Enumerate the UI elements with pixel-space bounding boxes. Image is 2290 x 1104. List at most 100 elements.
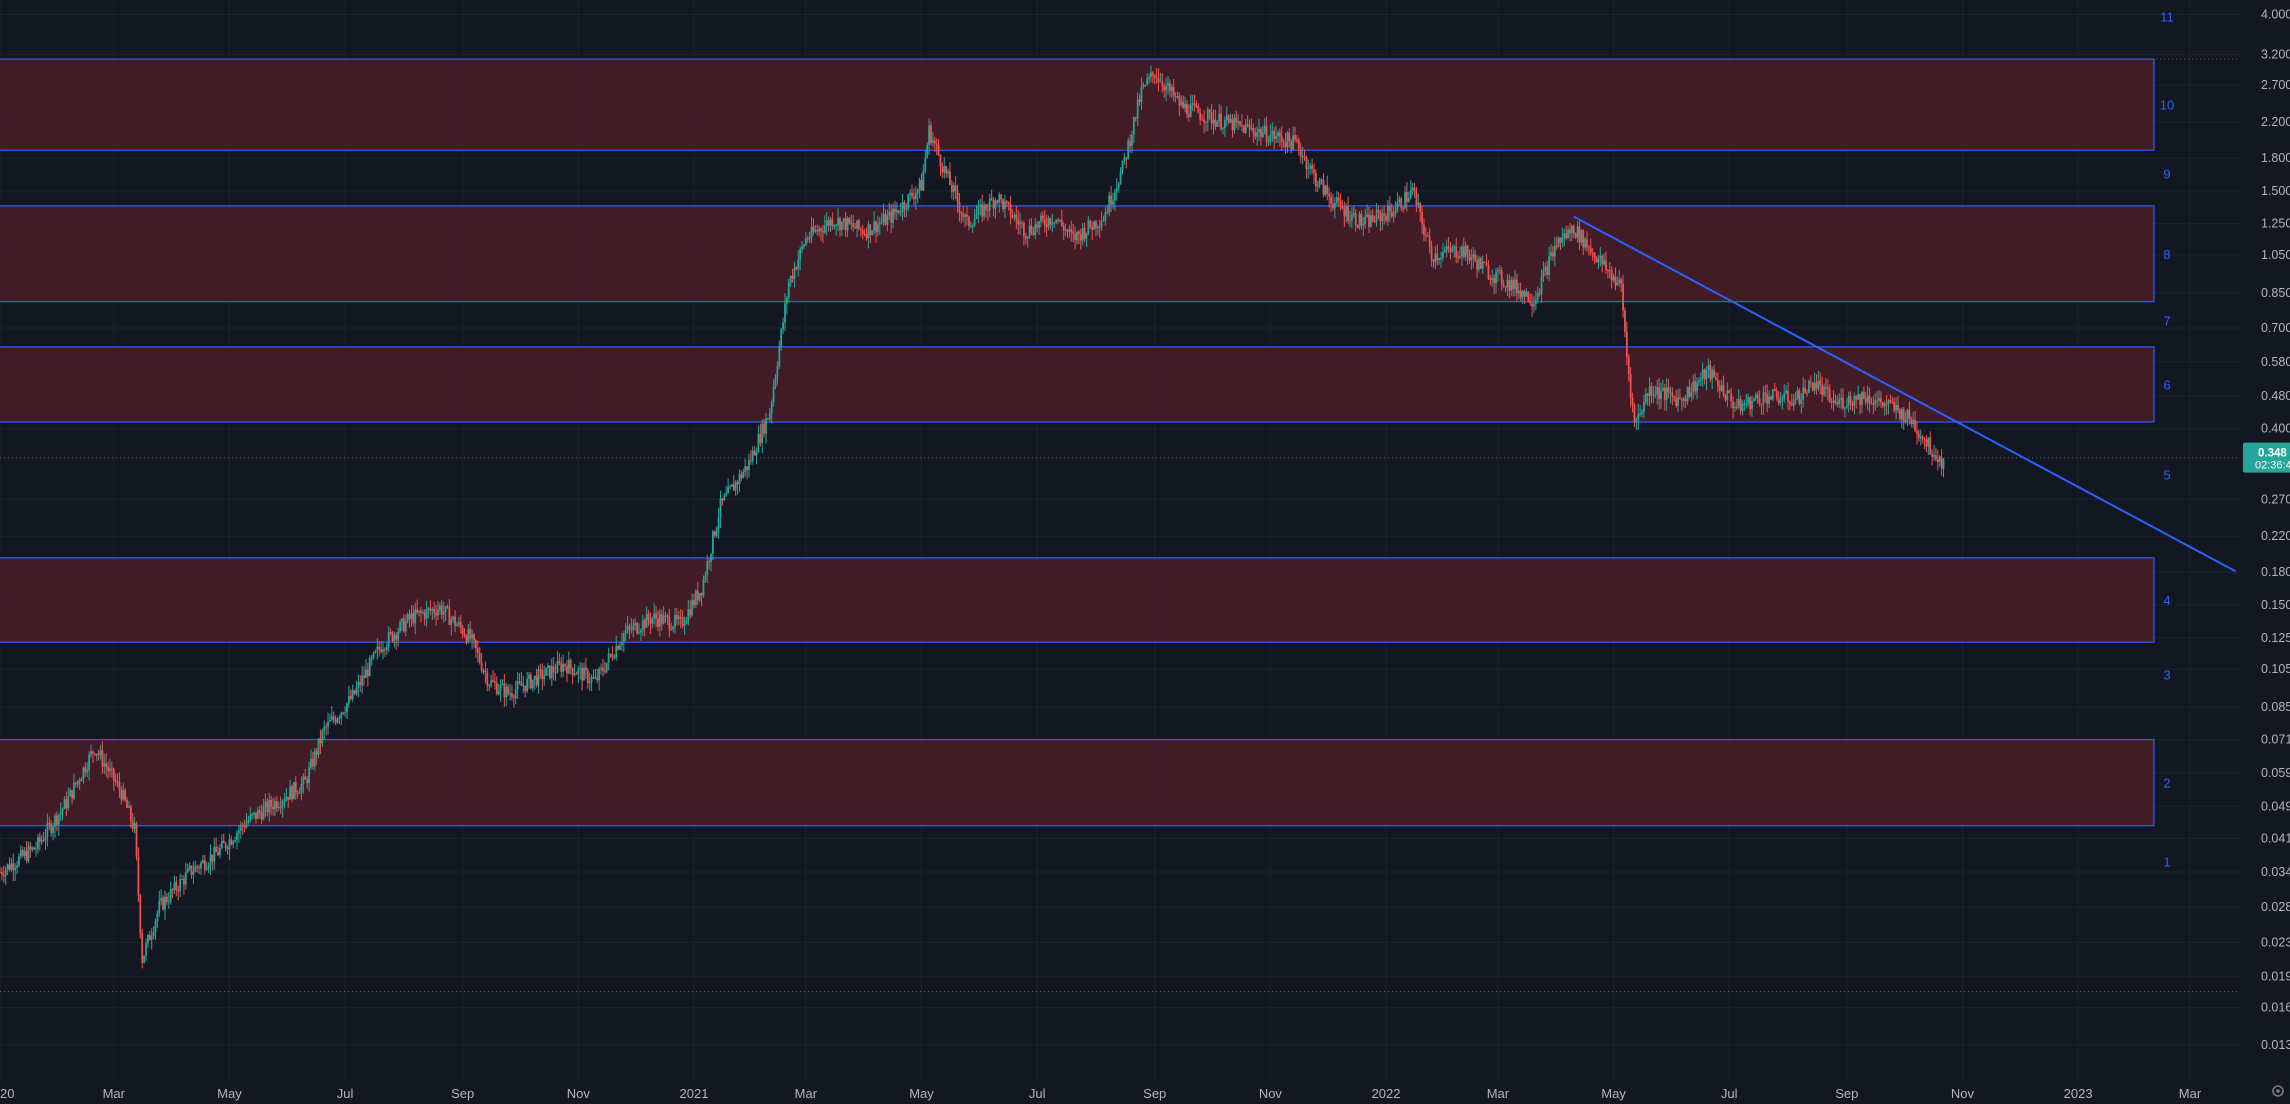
candle-body [37,837,39,849]
candle-body [101,750,104,767]
candle-body [560,663,563,672]
candle-body [505,686,508,698]
candle-body [1783,393,1786,400]
candle-body [916,189,919,194]
candle-body [1375,210,1378,222]
candle-body [842,218,845,222]
candle-body [1114,191,1116,201]
candle-body [57,814,60,825]
candle-body [712,531,714,554]
candle-body [1256,132,1259,137]
candle-body [1741,403,1744,411]
candle-body [814,230,817,232]
candle-body [1210,112,1213,124]
candle-body [1294,135,1296,140]
candle-body [613,657,616,659]
candle-body [1470,257,1473,261]
settings-gear-icon[interactable] [2272,1085,2284,1097]
candle-body [1398,198,1401,203]
candle-body [1110,195,1113,205]
candle-body [1216,121,1219,127]
candle-body [622,633,625,642]
candle-body [1218,113,1221,122]
candle-body [1068,229,1071,232]
candle-body [1288,132,1291,141]
candle-body [1515,279,1518,294]
candle-body [749,460,752,462]
candle-body [1658,387,1660,400]
candle-body [292,782,295,800]
candle-body [107,767,109,772]
price-tick-label: 1.500 [2261,184,2290,198]
candle-body [730,484,733,487]
candle-body [120,789,123,800]
candle-body [247,820,250,823]
candle-body [1584,239,1587,248]
candle-body [958,202,961,213]
candle-body [732,484,735,491]
candle-body [746,466,748,470]
candle-body [1320,179,1323,181]
candle-body [374,650,377,653]
candle-body [1148,77,1150,79]
candle-body [729,486,731,488]
resistance-zones: 10 8 6 4 2 [0,58,2174,827]
candle-body [554,672,557,674]
candle-body [552,666,555,673]
candle-body [1093,221,1095,230]
candle-body [141,933,144,963]
candle-body [1523,290,1526,297]
candle-body [1096,226,1099,229]
candle-body [344,712,346,714]
price-axis[interactable]: 4.000 3.200 2.700 2.200 1.800 1.500 1.250 1.050… [2240,0,2290,1104]
price-tick-label: 0.580 [2261,355,2290,369]
candle-body [548,665,551,679]
time-tick-label: 2020 [0,1086,14,1101]
candle-body [913,196,915,200]
candle-body [880,221,883,223]
candle-body [1343,208,1346,217]
candle-body [143,955,146,963]
candle-body [666,615,669,618]
trendline[interactable] [1573,215,2236,573]
candle-body [1390,211,1393,217]
time-tick-label: Sep [451,1086,474,1101]
candle-body [99,750,102,755]
candle-body [1737,398,1740,408]
candle-body [624,631,627,634]
candle-body [1690,391,1693,397]
gear-ring[interactable] [2272,1085,2284,1097]
candle-body [1730,393,1733,402]
time-axis[interactable]: 2020 Mar May Jul Sep Nov 2021 Mar May Jul Sep Nov 20… [0,1086,2202,1101]
candle-body [1868,395,1871,404]
candle-body [1762,392,1765,405]
price-tick-label: 0.270 [2261,492,2290,506]
candle-body [395,634,398,640]
candle-body [1635,420,1638,422]
candle-body [1682,398,1685,401]
candle-body [194,866,197,872]
candle-body [1534,299,1537,305]
candle-body [330,716,333,721]
candle-body [727,487,730,494]
candle-body [332,716,335,720]
candle-body [480,662,483,671]
candle-body [1352,213,1355,215]
price-axis-background [2240,0,2290,1104]
candle-body [1703,369,1706,380]
candle-body [607,653,610,663]
candle-body [207,865,210,869]
candle-body [211,854,214,862]
candle-body [1701,369,1704,379]
trendline-segment[interactable] [1573,215,2236,573]
candle-body [1040,215,1042,222]
candle-body [399,621,401,632]
candle-body [696,591,699,601]
price-tick-label: 0.085 [2261,700,2290,714]
candle-body [968,216,970,226]
gear-hub[interactable] [2276,1089,2280,1093]
candle-body [969,225,972,227]
candle-body [283,800,286,802]
candle-body [556,661,559,673]
